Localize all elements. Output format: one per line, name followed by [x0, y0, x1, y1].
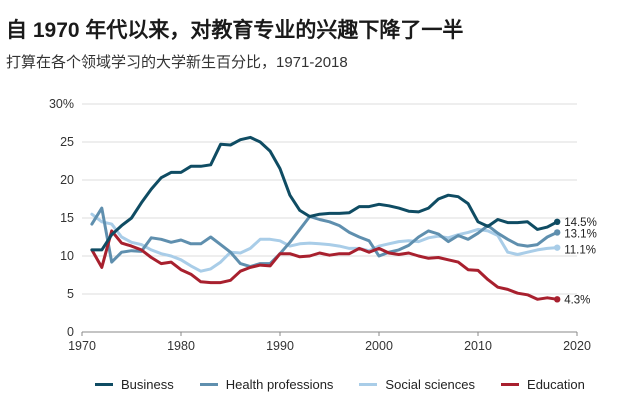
- x-tick-label: 2000: [365, 339, 393, 353]
- series-line-education: [90, 229, 559, 301]
- legend-item-health: Health professions: [199, 377, 334, 392]
- chart-subtitle: 打算在各个领域学习的大学新生百分比，1971-2018: [6, 54, 348, 71]
- x-tick-label: 2010: [464, 339, 492, 353]
- chart-title: 自 1970 年代以来，对教育专业的兴趣下降了一半: [6, 19, 464, 42]
- y-tick-label: 25: [60, 135, 74, 149]
- y-tick-label: 10: [60, 249, 74, 263]
- legend-item-education: Education: [501, 377, 585, 392]
- legend-item-social: Social sciences: [359, 377, 475, 392]
- y-tick-label: 30%: [49, 97, 74, 111]
- series-line-business: [90, 135, 559, 252]
- legend-swatch: [199, 383, 218, 386]
- end-point-business: [554, 218, 561, 225]
- legend-swatch: [95, 383, 113, 386]
- x-tick-label: 1990: [266, 339, 294, 353]
- legend-swatch: [501, 383, 520, 386]
- x-tick-label: 1980: [167, 339, 195, 353]
- chart-legend: Business Health professions Social science…: [95, 377, 585, 392]
- end-label-education: 4.3%: [564, 294, 590, 306]
- x-tick-label: 1970: [68, 339, 96, 353]
- legend-item-business: Business: [95, 377, 174, 392]
- series-line-health: [90, 206, 559, 269]
- series-line-social: [90, 212, 559, 273]
- end-point-social: [554, 244, 561, 251]
- y-tick-label: 0: [67, 325, 74, 339]
- y-tick-label: 20: [60, 173, 74, 187]
- end-point-health: [554, 229, 561, 236]
- legend-label: Social sciences: [385, 377, 476, 392]
- end-label-business: 14.5%: [564, 217, 597, 229]
- end-point-education: [554, 296, 561, 303]
- y-tick-label: 5: [67, 287, 74, 301]
- y-tick-label: 15: [60, 211, 74, 225]
- x-tick-label: 2020: [563, 339, 591, 353]
- legend-swatch: [359, 383, 378, 386]
- legend-label: Education: [527, 377, 585, 392]
- legend-label: Health professions: [225, 377, 334, 392]
- end-label-health: 13.1%: [564, 228, 597, 240]
- legend-label: Business: [121, 377, 174, 392]
- end-label-social: 11.1%: [564, 245, 596, 257]
